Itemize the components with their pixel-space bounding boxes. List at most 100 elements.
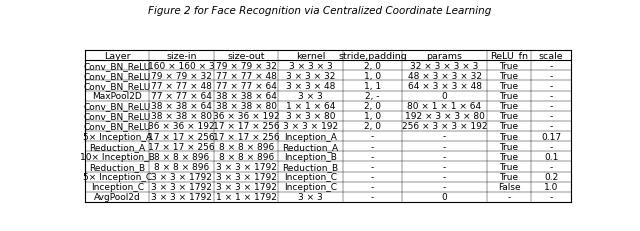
Text: 1 × 1 × 64: 1 × 1 × 64 bbox=[286, 102, 335, 111]
Text: 3 × 3 × 32: 3 × 3 × 32 bbox=[286, 72, 335, 81]
Text: 1, 1: 1, 1 bbox=[364, 82, 381, 91]
Text: 192 × 3 × 3 × 80: 192 × 3 × 3 × 80 bbox=[404, 112, 484, 121]
Text: 17 × 17 × 256: 17 × 17 × 256 bbox=[213, 122, 280, 131]
Text: 5× Inception_C: 5× Inception_C bbox=[83, 172, 152, 181]
Text: 3 × 3 × 1792: 3 × 3 × 1792 bbox=[216, 182, 276, 191]
Text: Inception_C: Inception_C bbox=[284, 172, 337, 181]
Text: True: True bbox=[499, 172, 518, 181]
Text: 77 × 77 × 64: 77 × 77 × 64 bbox=[151, 92, 212, 101]
Text: True: True bbox=[499, 152, 518, 161]
Text: -: - bbox=[371, 162, 374, 171]
Text: -: - bbox=[443, 142, 446, 151]
Text: Inception_C: Inception_C bbox=[91, 182, 144, 191]
Text: ReLU_fn: ReLU_fn bbox=[490, 52, 528, 60]
Text: -: - bbox=[443, 152, 446, 161]
Text: 2, 0: 2, 0 bbox=[364, 102, 381, 111]
Text: kernel: kernel bbox=[296, 52, 325, 60]
Text: 79 × 79 × 32: 79 × 79 × 32 bbox=[151, 72, 212, 81]
Text: 0: 0 bbox=[442, 92, 447, 101]
Text: 0.17: 0.17 bbox=[541, 132, 561, 141]
Text: -: - bbox=[550, 72, 553, 81]
Text: size-out: size-out bbox=[227, 52, 265, 60]
Text: -: - bbox=[371, 172, 374, 181]
Text: 1, 0: 1, 0 bbox=[364, 112, 381, 121]
Text: 17 × 17 × 256: 17 × 17 × 256 bbox=[213, 132, 280, 141]
Text: 38 × 38 × 64: 38 × 38 × 64 bbox=[216, 92, 276, 101]
Text: True: True bbox=[499, 72, 518, 81]
Text: Conv_BN_ReLU: Conv_BN_ReLU bbox=[84, 61, 151, 70]
Text: scale: scale bbox=[539, 52, 563, 60]
Text: Reduction_A: Reduction_A bbox=[283, 142, 339, 151]
Text: 8 × 8 × 896: 8 × 8 × 896 bbox=[218, 142, 274, 151]
Text: True: True bbox=[499, 132, 518, 141]
Text: -: - bbox=[550, 61, 553, 70]
Text: 17 × 17 × 256: 17 × 17 × 256 bbox=[148, 142, 215, 151]
Text: -: - bbox=[443, 132, 446, 141]
Text: stride,padding: stride,padding bbox=[339, 52, 407, 60]
Text: Reduction_B: Reduction_B bbox=[283, 162, 339, 171]
Text: Conv_BN_ReLU: Conv_BN_ReLU bbox=[84, 102, 151, 111]
Text: 3 × 3 × 192: 3 × 3 × 192 bbox=[283, 122, 338, 131]
Text: True: True bbox=[499, 162, 518, 171]
Text: Conv_BN_ReLU: Conv_BN_ReLU bbox=[84, 82, 151, 91]
Text: -: - bbox=[550, 82, 553, 91]
Text: AvgPool2d: AvgPool2d bbox=[94, 192, 141, 201]
Text: 77 × 77 × 48: 77 × 77 × 48 bbox=[216, 72, 276, 81]
Text: 48 × 3 × 3 × 32: 48 × 3 × 3 × 32 bbox=[408, 72, 481, 81]
Text: 3 × 3 × 80: 3 × 3 × 80 bbox=[286, 112, 335, 121]
Text: 64 × 3 × 3 × 48: 64 × 3 × 3 × 48 bbox=[408, 82, 481, 91]
Text: -: - bbox=[550, 102, 553, 111]
Text: 79 × 79 × 32: 79 × 79 × 32 bbox=[216, 61, 276, 70]
Text: 2, -: 2, - bbox=[365, 92, 380, 101]
Text: 17 × 17 × 256: 17 × 17 × 256 bbox=[148, 132, 215, 141]
Text: 32 × 3 × 3 × 3: 32 × 3 × 3 × 3 bbox=[410, 61, 479, 70]
Text: 3 × 3 × 1792: 3 × 3 × 1792 bbox=[216, 162, 276, 171]
Text: Reduction_B: Reduction_B bbox=[89, 162, 145, 171]
Text: 36 × 36 × 192: 36 × 36 × 192 bbox=[148, 122, 215, 131]
Text: -: - bbox=[371, 152, 374, 161]
Text: 80 × 1 × 1 × 64: 80 × 1 × 1 × 64 bbox=[408, 102, 482, 111]
Text: 77 × 77 × 64: 77 × 77 × 64 bbox=[216, 82, 276, 91]
Text: 0.1: 0.1 bbox=[544, 152, 558, 161]
Text: 3 × 3 × 1792: 3 × 3 × 1792 bbox=[151, 182, 212, 191]
Text: 3 × 3 × 3: 3 × 3 × 3 bbox=[289, 61, 333, 70]
Text: -: - bbox=[371, 182, 374, 191]
Text: -: - bbox=[371, 142, 374, 151]
Text: Figure 2 for Face Recognition via Centralized Coordinate Learning: Figure 2 for Face Recognition via Centra… bbox=[148, 6, 492, 16]
Text: True: True bbox=[499, 61, 518, 70]
Text: 38 × 38 × 80: 38 × 38 × 80 bbox=[151, 112, 212, 121]
Text: 160 × 160 × 3: 160 × 160 × 3 bbox=[148, 61, 215, 70]
Text: 1.0: 1.0 bbox=[544, 182, 558, 191]
Text: -: - bbox=[550, 112, 553, 121]
Text: Reduction_A: Reduction_A bbox=[89, 142, 145, 151]
Text: params: params bbox=[427, 52, 463, 60]
Text: -: - bbox=[443, 182, 446, 191]
Text: -: - bbox=[443, 162, 446, 171]
Text: False: False bbox=[498, 182, 520, 191]
Text: Conv_BN_ReLU: Conv_BN_ReLU bbox=[84, 72, 151, 81]
Text: 8 × 8 × 896: 8 × 8 × 896 bbox=[154, 162, 209, 171]
Text: Conv_BN_ReLU: Conv_BN_ReLU bbox=[84, 122, 151, 131]
Text: -: - bbox=[371, 192, 374, 201]
Text: True: True bbox=[499, 102, 518, 111]
Text: Inception_A: Inception_A bbox=[284, 132, 337, 141]
Text: Conv_BN_ReLU: Conv_BN_ReLU bbox=[84, 112, 151, 121]
Text: Inception_B: Inception_B bbox=[284, 152, 337, 161]
Text: 38 × 38 × 80: 38 × 38 × 80 bbox=[216, 102, 276, 111]
Text: 3 × 3 × 1792: 3 × 3 × 1792 bbox=[151, 192, 212, 201]
Text: 77 × 77 × 48: 77 × 77 × 48 bbox=[151, 82, 212, 91]
Text: -: - bbox=[371, 132, 374, 141]
Text: -: - bbox=[550, 192, 553, 201]
Text: 1 × 1 × 1792: 1 × 1 × 1792 bbox=[216, 192, 276, 201]
Text: -: - bbox=[508, 192, 511, 201]
Text: 36 × 36 × 192: 36 × 36 × 192 bbox=[213, 112, 280, 121]
Text: 3 × 3: 3 × 3 bbox=[298, 192, 323, 201]
Text: 8 × 8 × 896: 8 × 8 × 896 bbox=[218, 152, 274, 161]
Text: 8 × 8 × 896: 8 × 8 × 896 bbox=[154, 152, 209, 161]
Text: 5× Inception_A: 5× Inception_A bbox=[83, 132, 152, 141]
Text: 0: 0 bbox=[442, 192, 447, 201]
Text: 3 × 3 × 48: 3 × 3 × 48 bbox=[286, 82, 335, 91]
Text: True: True bbox=[499, 122, 518, 131]
Text: -: - bbox=[550, 92, 553, 101]
Text: True: True bbox=[499, 82, 518, 91]
